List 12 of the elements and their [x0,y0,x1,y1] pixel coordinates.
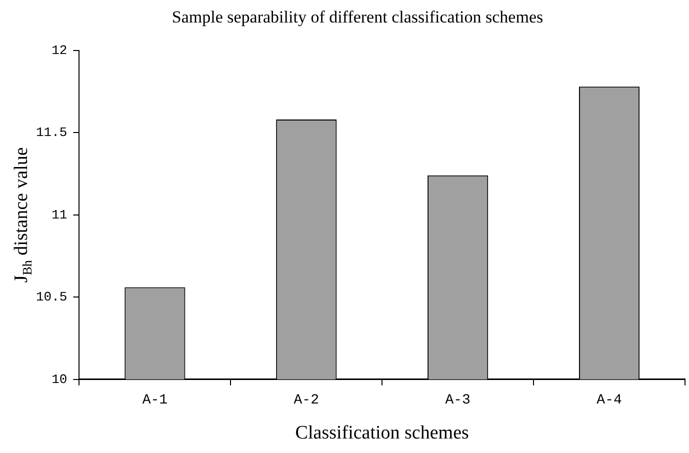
x-tick-label: A-1 [142,392,168,409]
y-axis-title: JBh distance value [10,147,34,283]
y-tick-label: 11 [52,207,68,222]
y-tick-label: 12 [52,42,68,58]
x-tick-label: A-4 [596,392,622,409]
y-tick-label: 10.5 [36,290,68,305]
x-axis-title: Classification schemes [295,422,469,444]
x-tick-label: A-3 [445,392,470,409]
y-tick-label: 11.5 [36,125,68,140]
chart-title: Sample separability of different classification schemes [172,8,544,27]
y-tick-label: 10 [52,372,68,387]
x-tick-label: A-2 [294,392,319,409]
